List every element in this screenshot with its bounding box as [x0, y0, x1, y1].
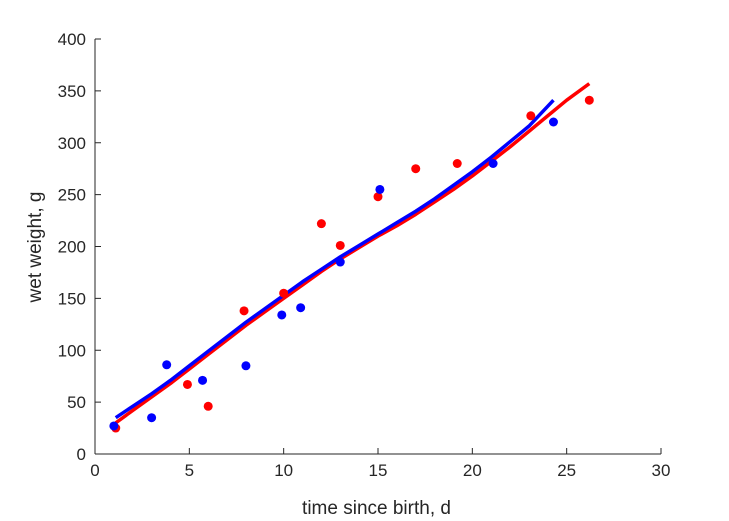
data-point [452, 159, 462, 168]
y-tick-label: 100 [58, 341, 86, 360]
data-point [316, 219, 326, 229]
y-tick-label: 400 [58, 30, 86, 49]
fit-line [114, 99, 555, 420]
data-points [109, 95, 594, 433]
data-point [488, 159, 498, 168]
x-tick-label: 10 [274, 461, 293, 480]
x-tick-label: 25 [557, 461, 576, 480]
data-point [411, 164, 421, 174]
data-point [109, 421, 119, 431]
data-point [182, 379, 192, 389]
data-point [548, 117, 558, 127]
y-tick-label: 0 [77, 445, 86, 464]
x-tick-label: 15 [369, 461, 388, 480]
x-tick-label: 5 [185, 461, 194, 480]
data-point [277, 310, 287, 320]
x-tick-label: 0 [90, 461, 99, 480]
y-tick-label: 300 [58, 134, 86, 153]
data-point [162, 360, 172, 370]
data-point [279, 288, 289, 298]
data-point [526, 111, 536, 121]
data-point [147, 413, 157, 423]
data-point [584, 95, 594, 105]
data-point [373, 192, 383, 202]
x-tick-label: 30 [652, 461, 671, 480]
data-point [375, 184, 385, 194]
data-point [335, 240, 345, 250]
y-tick-label: 250 [58, 186, 86, 205]
fit-lines [114, 82, 591, 425]
y-tick-label: 150 [58, 289, 86, 308]
y-axis-title: wet weight, g [25, 192, 46, 304]
data-point [335, 257, 345, 267]
y-tick-label: 200 [58, 238, 86, 257]
y-tick-label: 350 [58, 82, 86, 101]
y-tick-label: 50 [67, 393, 86, 412]
data-point [241, 361, 251, 371]
data-point [296, 303, 306, 313]
fit-line [114, 82, 591, 425]
x-axis-title: time since birth, d [302, 498, 451, 519]
axes [94, 39, 661, 455]
data-point [239, 306, 249, 316]
data-point [198, 375, 208, 385]
x-tick-label: 20 [463, 461, 482, 480]
data-point [203, 401, 213, 411]
